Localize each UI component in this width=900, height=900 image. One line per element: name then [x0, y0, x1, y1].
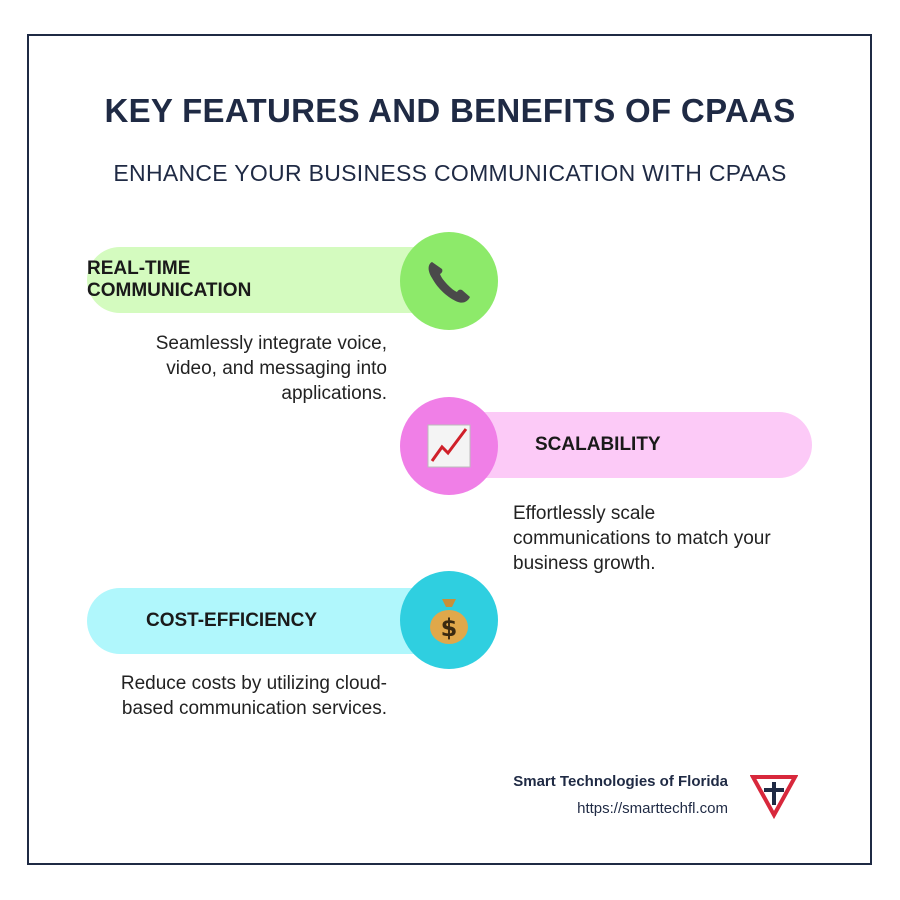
feature-label-cost-efficiency: COST-EFFICIENCY: [87, 588, 427, 654]
feature-label-real-time-communication: REAL-TIME COMMUNICATION: [87, 247, 427, 313]
feature-description: Reduce costs by utilizing cloud-based co…: [120, 673, 387, 719]
feature-icon-circle: [400, 397, 498, 495]
feature-icon-circle: $: [400, 571, 498, 669]
svg-text:$: $: [441, 614, 458, 642]
chart-increasing-icon: [427, 424, 471, 468]
feature-description: Seamlessly integrate voice, video, and m…: [155, 333, 387, 404]
telephone-icon: [428, 262, 470, 303]
page-subtitle: ENHANCE YOUR BUSINESS COMMUNICATION WITH…: [113, 160, 787, 186]
company-name: Smart Technologies of Florida: [513, 773, 728, 790]
feature-icon-circle: [400, 232, 498, 330]
infographic-frame: [27, 34, 872, 865]
page-title: KEY FEATURES AND BENEFITS OF CPAAS: [104, 92, 796, 129]
money-bag-icon: $: [430, 599, 468, 644]
feature-description: Effortlessly scale communications to mat…: [513, 503, 771, 574]
smart-technologies-logo: [750, 775, 798, 819]
company-url[interactable]: https://smarttechfl.com: [577, 800, 728, 817]
